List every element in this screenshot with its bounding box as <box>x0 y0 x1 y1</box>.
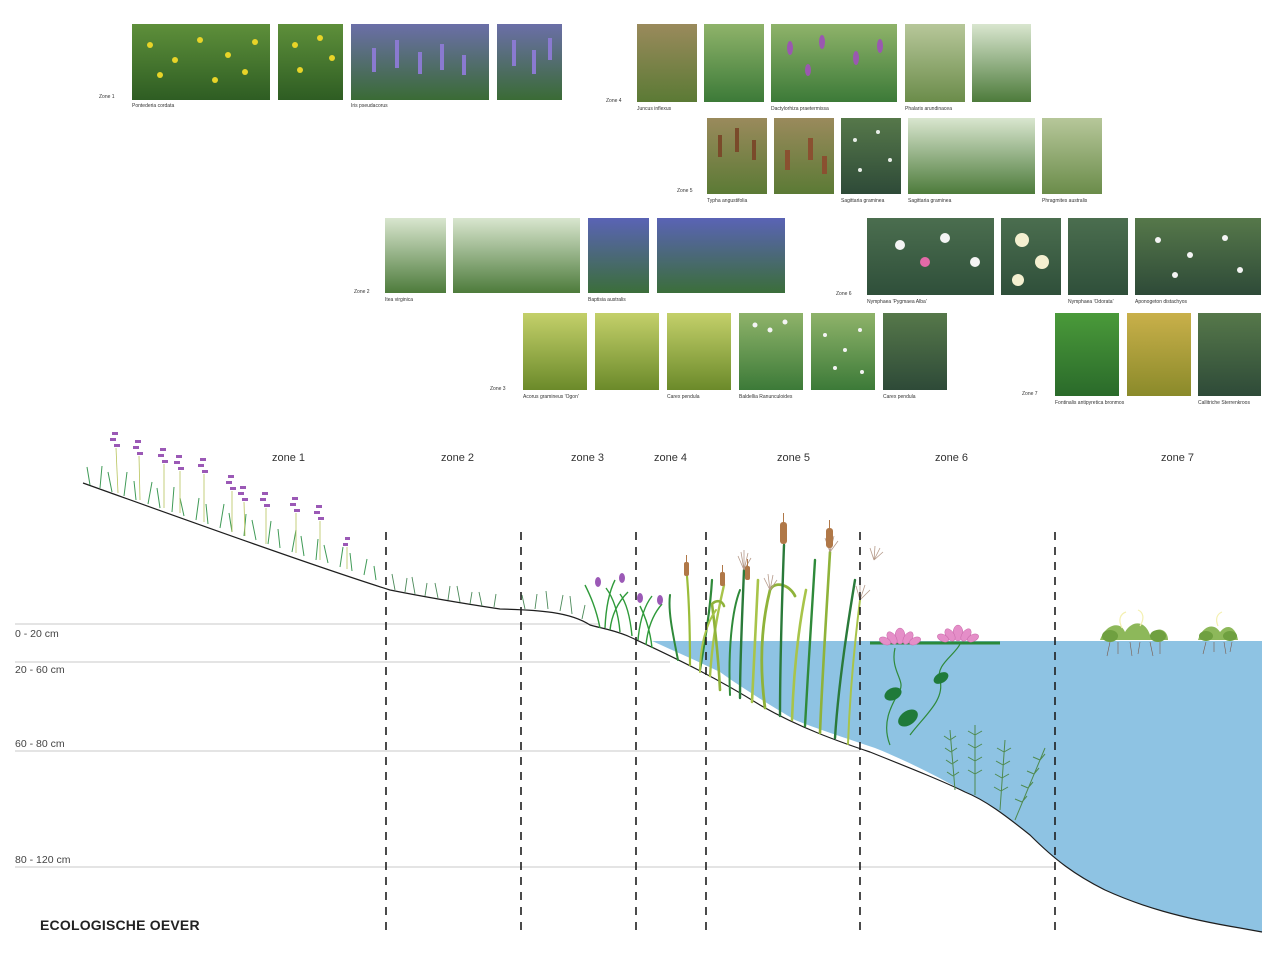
zone-5-cattail-tips <box>686 513 830 572</box>
panel-zone-1: Zone 1 Pontederia cordata Iris pseudacor… <box>99 24 562 109</box>
panel-zone-5: Zone 5 Typha angustifolia Sagittaria gra… <box>677 118 1102 204</box>
photo-thumbnail <box>1001 218 1061 295</box>
floating-plant <box>1198 611 1238 655</box>
photo-thumbnail <box>637 24 697 102</box>
cross-section: zone 1 zone 2 zone 3 zone 4 zone 5 zone … <box>15 432 1263 936</box>
panel-caption: Typha angustifolia <box>707 198 748 204</box>
photo-thumbnail <box>867 218 994 295</box>
zone-6-vegetation <box>870 624 1046 821</box>
depth-label: 60 - 80 cm <box>15 738 65 750</box>
depth-lines <box>15 623 1055 868</box>
photo-thumbnail <box>908 118 1035 194</box>
panel-caption: Phragmites australis <box>1042 198 1088 204</box>
zone-5-vegetation <box>668 543 861 745</box>
panel-caption: Callitriche Sterrenkroos <box>1198 400 1250 406</box>
zone-5-cattails <box>684 522 833 586</box>
panel-caption: Carex pendula <box>883 394 916 400</box>
photo-thumbnail <box>497 24 562 100</box>
panel-caption: Iris pseudacorus <box>351 103 388 109</box>
panel-zone-3: Zone 3 Acorus gramineus 'Ogon' Carex pen… <box>490 313 947 400</box>
water-lily-flower <box>879 627 921 646</box>
photo-thumbnail <box>1135 218 1261 295</box>
plant-panels: Zone 1 Pontederia cordata Iris pseudacor… <box>99 24 1261 406</box>
panel-caption: Nymphaea 'Odorata' <box>1068 299 1114 305</box>
zone-label: zone 2 <box>441 452 474 464</box>
zone-label: zone 1 <box>272 452 305 464</box>
photo-thumbnail <box>1198 313 1261 396</box>
panel-label: Zone 7 <box>1022 391 1038 397</box>
photo-thumbnail <box>1068 218 1128 295</box>
zone-2-vegetation <box>391 573 586 620</box>
photo-thumbnail <box>1042 118 1102 194</box>
zone-label: zone 3 <box>571 452 604 464</box>
zone-labels: zone 1 zone 2 zone 3 zone 4 zone 5 zone … <box>272 452 1194 464</box>
depth-labels: 0 - 20 cm 20 - 60 cm 60 - 80 cm 80 - 120… <box>15 628 71 866</box>
photo-thumbnail <box>657 218 785 293</box>
photo-thumbnail <box>132 24 270 100</box>
zone-5-reed-plumes <box>737 533 884 601</box>
zone-dividers <box>385 532 1056 936</box>
panel-caption: Baptisia australis <box>588 297 626 303</box>
panel-zone-6: Zone 6 Nymphaea 'Pygmaea Alba' Nymphaea … <box>836 218 1261 305</box>
panel-zone-7: Zone 7 Fontinalis antipyretica bronmos C… <box>1022 313 1261 406</box>
zone-label: zone 7 <box>1161 452 1194 464</box>
photo-thumbnail <box>841 118 901 194</box>
zone-label: zone 5 <box>777 452 810 464</box>
panel-label: Zone 6 <box>836 291 852 297</box>
photo-thumbnail <box>1127 313 1191 396</box>
depth-label: 20 - 60 cm <box>15 664 65 676</box>
photo-thumbnail <box>588 218 649 293</box>
panel-zone-2: Zone 2 Itea virginica Baptisia australis <box>354 218 785 303</box>
panel-label: Zone 1 <box>99 94 115 100</box>
depth-label: 80 - 120 cm <box>15 854 71 866</box>
panel-label: Zone 5 <box>677 188 693 194</box>
photo-thumbnail <box>523 313 587 390</box>
panel-caption: Fontinalis antipyretica bronmos <box>1055 400 1125 406</box>
zone-3-4-vegetation <box>584 579 663 649</box>
photo-thumbnail <box>739 313 803 390</box>
panel-caption: Aponogeton distachyos <box>1135 299 1187 305</box>
photo-thumbnail <box>972 24 1031 102</box>
zone-3-4-flowers <box>595 573 663 605</box>
photo-thumbnail <box>595 313 659 390</box>
photo-thumbnail <box>883 313 947 390</box>
photo-thumbnail <box>278 24 343 100</box>
photo-thumbnail <box>704 24 764 102</box>
photo-thumbnail <box>905 24 965 102</box>
zone-label: zone 4 <box>654 452 687 464</box>
zone-1-flowers <box>110 432 350 546</box>
photo-thumbnail <box>1055 313 1119 396</box>
panel-caption: Itea virginica <box>385 297 413 303</box>
panel-label: Zone 2 <box>354 289 370 295</box>
photo-thumbnail <box>385 218 446 293</box>
panel-caption: Sagittaria graminea <box>908 198 952 204</box>
panel-caption: Pontederia cordata <box>132 103 174 109</box>
water-lily-flower <box>937 624 979 643</box>
panel-caption: Carex pendula <box>667 394 700 400</box>
panel-caption: Baldellia Ranunculoides <box>739 394 793 400</box>
panel-caption: Phalaris arundinacea <box>905 106 952 112</box>
submerged-plants <box>943 725 1046 821</box>
photo-thumbnail <box>771 24 897 102</box>
photo-thumbnail <box>453 218 580 293</box>
panel-caption: Acorus gramineus 'Ogon' <box>523 394 579 400</box>
panel-caption: Dactylorhiza praetermissa <box>771 106 829 112</box>
panel-caption: Nymphaea 'Pygmaea Alba' <box>867 299 927 305</box>
zone-label: zone 6 <box>935 452 968 464</box>
panel-zone-4: Zone 4 Juncus inflexus Dactylorhiza prae… <box>606 24 1031 112</box>
panel-caption: Juncus inflexus <box>637 106 672 112</box>
water-body <box>652 641 1262 932</box>
photo-thumbnail <box>667 313 731 390</box>
photo-thumbnail <box>811 313 875 390</box>
bank-profile <box>82 482 1263 933</box>
diagram-title: ECOLOGISCHE OEVER <box>40 917 200 933</box>
depth-label: 0 - 20 cm <box>15 628 59 640</box>
panel-label: Zone 4 <box>606 98 622 104</box>
panel-caption: Sagittaria graminea <box>841 198 885 204</box>
zone-1-flower-stems <box>115 447 348 569</box>
panel-label: Zone 3 <box>490 386 506 392</box>
zone-7-vegetation <box>1100 609 1238 657</box>
floating-plant <box>1100 609 1168 657</box>
